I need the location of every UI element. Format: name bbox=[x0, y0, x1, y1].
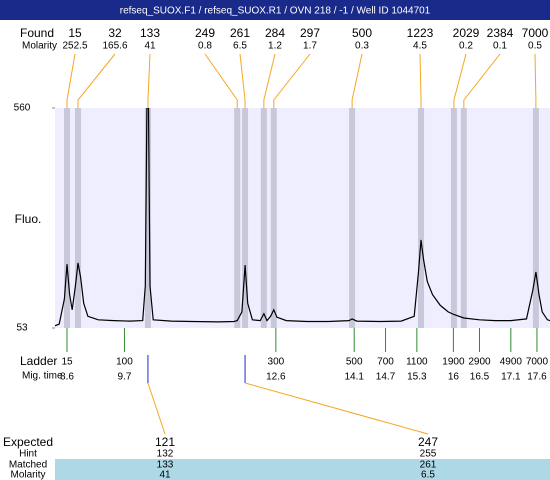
peak-band bbox=[234, 108, 241, 328]
matched-band bbox=[55, 459, 550, 480]
peak-leader bbox=[453, 53, 467, 108]
hint-value: 255 bbox=[420, 449, 437, 460]
found-molarity-label: Molarity bbox=[22, 41, 57, 52]
found-size: 32 bbox=[108, 26, 122, 40]
expected-value: 247 bbox=[418, 435, 438, 449]
found-size: 2384 bbox=[487, 26, 514, 40]
title: refseq_SUOX.F1 / refseq_SUOX.R1 / OVN 21… bbox=[120, 6, 431, 17]
trace bbox=[55, 108, 550, 327]
y-tick-label: 560 bbox=[14, 103, 31, 114]
peak-leader bbox=[534, 53, 537, 108]
peak-leader bbox=[419, 53, 422, 108]
peak-leader bbox=[263, 53, 276, 108]
peak-leader bbox=[204, 53, 238, 108]
found-label: Found bbox=[20, 26, 54, 40]
peak-band bbox=[349, 108, 356, 328]
found-molarity: 4.5 bbox=[413, 41, 427, 52]
mig-time: 16.5 bbox=[470, 372, 490, 383]
mig-time: 17.6 bbox=[527, 372, 547, 383]
matched-value: 261 bbox=[420, 460, 437, 471]
peak-band bbox=[260, 108, 267, 328]
matched-value: 133 bbox=[157, 460, 174, 471]
peak-leader bbox=[239, 53, 246, 108]
found-size: 297 bbox=[300, 26, 320, 40]
ladder-label: Ladder bbox=[20, 354, 57, 368]
found-size: 15 bbox=[68, 26, 82, 40]
peak-band bbox=[418, 108, 425, 328]
found-molarity: 0.2 bbox=[459, 41, 473, 52]
found-size: 1223 bbox=[407, 26, 434, 40]
peak-band bbox=[242, 108, 249, 328]
peak-band bbox=[450, 108, 457, 328]
mig-time: 8.6 bbox=[60, 372, 74, 383]
found-size: 284 bbox=[265, 26, 285, 40]
match-leader bbox=[147, 382, 166, 435]
title-bar bbox=[0, 0, 550, 20]
ladder-size: 1100 bbox=[406, 357, 428, 368]
peak-band bbox=[270, 108, 277, 328]
mig-time: 12.6 bbox=[266, 372, 286, 383]
ladder-size: 15 bbox=[61, 357, 73, 368]
found-molarity: 165.6 bbox=[102, 41, 127, 52]
found-size: 7000 bbox=[522, 26, 549, 40]
peak-band bbox=[74, 108, 81, 328]
found-molarity: 0.3 bbox=[355, 41, 369, 52]
match-leader bbox=[244, 382, 429, 435]
hint-label: Hint bbox=[19, 449, 37, 460]
matched-label: Matched bbox=[9, 460, 47, 471]
found-size: 261 bbox=[230, 26, 250, 40]
peak-band bbox=[532, 108, 539, 328]
ladder-size: 300 bbox=[268, 357, 285, 368]
ladder-size: 700 bbox=[377, 357, 394, 368]
found-molarity: 1.2 bbox=[268, 41, 282, 52]
peak-leader bbox=[66, 53, 76, 108]
ladder-size: 1900 bbox=[442, 357, 465, 368]
mig-time: 15.3 bbox=[407, 372, 427, 383]
found-size: 249 bbox=[195, 26, 215, 40]
found-molarity: 1.7 bbox=[303, 41, 317, 52]
peak-leader bbox=[77, 53, 116, 108]
molarity-label: Molarity bbox=[10, 470, 45, 480]
found-size: 133 bbox=[140, 26, 160, 40]
found-size: 500 bbox=[352, 26, 372, 40]
found-molarity: 6.5 bbox=[233, 41, 247, 52]
mig-time: 17.1 bbox=[501, 372, 521, 383]
ladder-size: 500 bbox=[346, 357, 363, 368]
y-tick-label: 53 bbox=[16, 323, 28, 334]
molarity-value: 41 bbox=[159, 470, 171, 480]
peak-leader bbox=[351, 53, 363, 108]
found-molarity: 252.5 bbox=[62, 41, 87, 52]
peak-leader bbox=[463, 53, 501, 108]
plot-area bbox=[55, 108, 550, 328]
ladder-size: 100 bbox=[116, 357, 133, 368]
peak-leader bbox=[273, 53, 311, 108]
peak-band bbox=[460, 108, 467, 328]
mig-time-label: Mig. time bbox=[22, 371, 63, 382]
found-molarity: 0.5 bbox=[528, 41, 542, 52]
found-molarity: 41 bbox=[144, 41, 156, 52]
expected-label: Expected bbox=[3, 435, 53, 449]
y-label: Fluo. bbox=[15, 212, 42, 226]
peak-band bbox=[64, 108, 71, 328]
mig-time: 16 bbox=[448, 372, 460, 383]
hint-value: 132 bbox=[157, 449, 174, 460]
peak-band bbox=[144, 108, 151, 328]
molarity-value: 6.5 bbox=[421, 470, 435, 480]
ladder-size: 2900 bbox=[468, 357, 491, 368]
found-molarity: 0.8 bbox=[198, 41, 212, 52]
ladder-size: 4900 bbox=[500, 357, 523, 368]
found-size: 2029 bbox=[453, 26, 480, 40]
ladder-size: 7000 bbox=[526, 357, 549, 368]
mig-time: 9.7 bbox=[117, 372, 131, 383]
mig-time: 14.7 bbox=[376, 372, 396, 383]
found-molarity: 0.1 bbox=[493, 41, 507, 52]
peak-leader bbox=[147, 53, 151, 108]
expected-value: 121 bbox=[155, 435, 175, 449]
mig-time: 14.1 bbox=[344, 372, 364, 383]
